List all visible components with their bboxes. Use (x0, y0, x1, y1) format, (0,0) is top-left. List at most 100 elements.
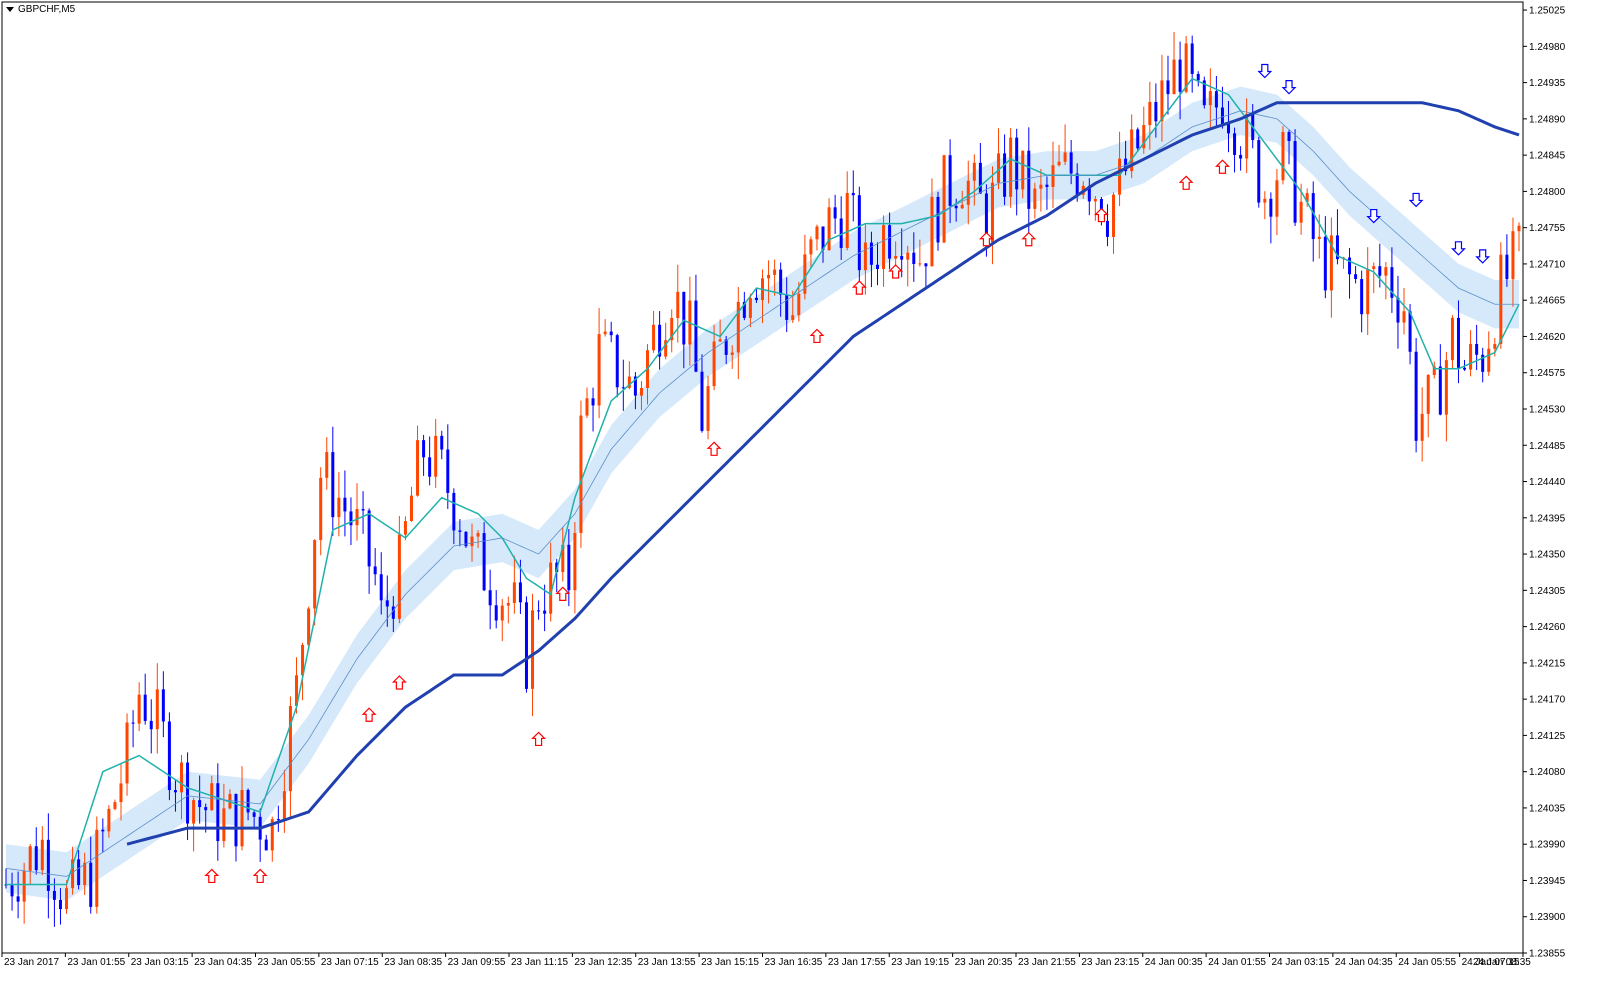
x-tick-label: 24 Jan 00:35 (1145, 957, 1203, 968)
candle-body (1136, 129, 1140, 149)
candle-body (1378, 266, 1382, 276)
candle-body (488, 590, 492, 606)
candle-body (1493, 343, 1497, 349)
candle-body (1432, 366, 1436, 375)
candle-body (1208, 91, 1212, 106)
candle-body (89, 862, 93, 907)
candle-body (1426, 374, 1430, 414)
candle-body (531, 610, 535, 689)
candle-body (1233, 133, 1237, 155)
candle-body (748, 297, 752, 318)
candle-body (1184, 43, 1188, 92)
y-tick-label: 1.24350 (1529, 550, 1566, 561)
candle-body (1299, 201, 1303, 223)
candle-body (512, 582, 516, 603)
candle-body (222, 808, 226, 842)
candle-body (518, 582, 522, 603)
y-tick-label: 1.24710 (1529, 259, 1566, 270)
candle-body (658, 324, 662, 357)
candle-body (621, 387, 625, 389)
y-tick-label: 1.24125 (1529, 731, 1566, 742)
candle-body (1033, 188, 1037, 209)
candle-body (1075, 173, 1079, 195)
up-arrow-icon (252, 868, 268, 884)
candle-body (464, 531, 468, 547)
candle-body (355, 509, 359, 526)
candle-body (264, 839, 268, 851)
candle-body (1148, 101, 1152, 126)
candle-body (349, 511, 353, 526)
down-arrow-icon (1408, 192, 1424, 208)
candle-body (22, 870, 26, 902)
candle-body (827, 207, 831, 251)
x-tick-label: 24 Jan 04:35 (1335, 957, 1393, 968)
candle-body (343, 497, 347, 512)
candle-body (1293, 141, 1297, 223)
candle-body (524, 602, 528, 689)
candle-body (627, 376, 631, 388)
candle-body (603, 331, 607, 335)
fast-ma-line (6, 77, 1520, 886)
candle-body (1178, 59, 1182, 92)
candle-body (1414, 351, 1418, 441)
candle-body (1505, 254, 1509, 280)
candle-body (234, 794, 238, 847)
slow-ma-line (126, 101, 1520, 846)
candle-body (500, 605, 504, 621)
x-tick-label: 23 Jan 09:55 (448, 957, 506, 968)
candle-body (10, 885, 14, 897)
y-tick-label: 1.24260 (1529, 622, 1566, 633)
x-tick-label: 23 Jan 16:35 (765, 957, 823, 968)
candles (4, 31, 1521, 927)
candle-body (954, 205, 958, 209)
up-arrow-icon (809, 328, 825, 344)
candle-body (833, 207, 837, 219)
candle-body (1456, 317, 1460, 368)
candle-body (803, 254, 807, 294)
candle-body (113, 802, 117, 809)
axes: 1.25025 1.24980 1.24935 1.24890 1.24845 1.248… (1, 1, 1566, 968)
candle-body (1245, 113, 1249, 159)
candle-body (767, 274, 771, 279)
candle-body (785, 294, 789, 320)
candle-body (180, 762, 184, 793)
candle-body (1130, 129, 1134, 172)
candle-body (730, 352, 734, 355)
x-tick-label: 23 Jan 19:15 (891, 957, 949, 968)
candle-body (1166, 80, 1170, 95)
candle-body (1118, 158, 1122, 195)
candle-body (246, 789, 250, 813)
candle-body (700, 371, 704, 431)
down-arrow-icon (1366, 208, 1382, 224)
candle-body (77, 859, 81, 886)
candle-body (1051, 165, 1055, 187)
candle-body (1063, 152, 1067, 162)
candle-body (718, 339, 722, 342)
candle-body (58, 899, 62, 910)
candle-body (270, 819, 274, 851)
candle-body (161, 689, 165, 722)
candle-body (52, 890, 56, 900)
y-tick-label: 1.24755 (1529, 223, 1566, 234)
candle-body (1402, 311, 1406, 323)
candle-body (875, 264, 879, 270)
candle-body (167, 721, 171, 791)
candle-body (397, 534, 401, 619)
candle-body (1003, 153, 1007, 197)
candle-body (1517, 225, 1521, 232)
candle-body (948, 155, 952, 206)
y-tick-label: 1.24440 (1529, 477, 1566, 488)
down-arrow-icon (1475, 249, 1491, 264)
candle-body (652, 324, 656, 351)
y-tick-label: 1.24485 (1529, 441, 1566, 452)
candle-body (851, 192, 855, 196)
candle-body (137, 694, 141, 724)
candle-body (1499, 254, 1503, 344)
up-arrow-icon (391, 675, 407, 690)
candle-body (1039, 184, 1043, 189)
candle-body (204, 807, 208, 811)
candle-body (966, 180, 970, 205)
y-tick-label: 1.24575 (1529, 368, 1566, 379)
